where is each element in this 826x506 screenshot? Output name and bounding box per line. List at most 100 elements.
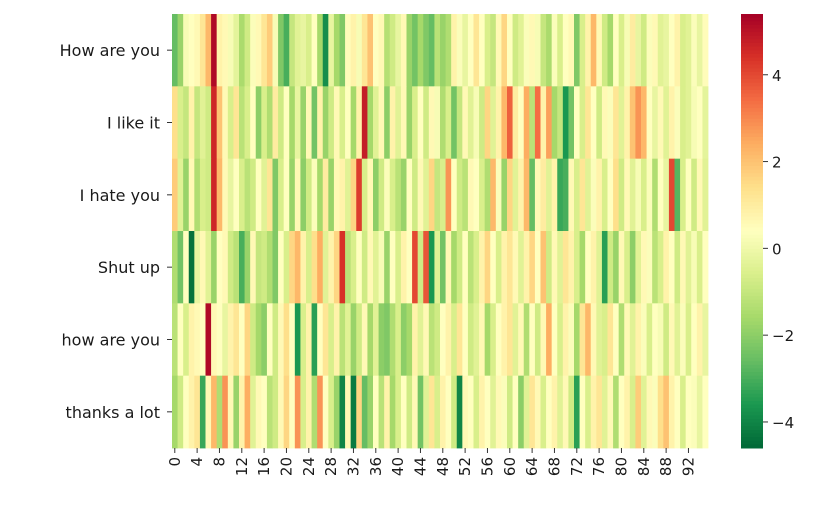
heatmap-cell — [328, 86, 335, 160]
heatmap-cell — [339, 158, 346, 232]
heatmap-cell — [702, 14, 709, 87]
heatmap-cell — [361, 231, 368, 304]
heatmap-cell — [395, 303, 402, 377]
heatmap-cell — [350, 14, 357, 87]
heatmap-cell — [685, 375, 692, 449]
heatmap-cell — [680, 86, 687, 160]
heatmap-cell — [562, 86, 569, 160]
x-tick-label: 88 — [657, 457, 675, 476]
colorbar — [741, 14, 763, 449]
heatmap-cell — [674, 14, 681, 87]
heatmap-cell — [674, 375, 681, 449]
heatmap-cell — [668, 231, 675, 304]
heatmap-cell — [272, 303, 279, 377]
heatmap-cell — [283, 303, 290, 377]
heatmap-cell — [216, 231, 223, 304]
heatmap-cell — [261, 86, 268, 160]
heatmap-cell — [668, 375, 675, 449]
heatmap-cell — [568, 375, 575, 449]
heatmap-cell — [529, 375, 536, 449]
heatmap-cell — [317, 158, 324, 232]
heatmap-cell — [691, 14, 698, 87]
heatmap-cell — [278, 158, 285, 232]
heatmap-cell — [467, 303, 474, 377]
heatmap-cell — [266, 231, 273, 304]
heatmap-cell — [255, 375, 262, 449]
colorbar-segment — [741, 202, 763, 207]
colorbar-segment — [741, 332, 763, 337]
heatmap-cell — [534, 158, 541, 232]
heatmap-cell — [641, 86, 647, 160]
colorbar-segment — [741, 227, 763, 232]
x-tick-label: 0 — [166, 457, 184, 467]
heatmap-cell — [618, 231, 625, 304]
heatmap-cell — [702, 303, 709, 377]
heatmap-cell — [635, 375, 642, 449]
x-tick-label: 72 — [568, 457, 586, 476]
heatmap-cell — [266, 158, 273, 232]
heatmap-cell — [322, 375, 329, 449]
heatmap-cell — [339, 14, 346, 87]
colorbar-tick-label: 4 — [772, 67, 782, 85]
heatmap-cell — [579, 86, 586, 160]
heatmap-cell — [523, 158, 530, 232]
heatmap-cell — [440, 158, 446, 232]
colorbar-segment — [741, 368, 763, 373]
heatmap-cell — [590, 158, 597, 232]
heatmap-cell — [451, 158, 458, 232]
heatmap-cell — [557, 375, 564, 449]
heatmap-cell — [680, 231, 687, 304]
heatmap-cell — [317, 375, 324, 449]
heatmap-cell — [177, 303, 184, 377]
heatmap-cell — [227, 158, 234, 232]
heatmap-cell — [557, 231, 564, 304]
heatmap-cell — [445, 375, 452, 449]
heatmap-cell — [440, 86, 446, 160]
heatmap-cell — [613, 231, 620, 304]
heatmap-cell — [691, 231, 698, 304]
heatmap-cell — [702, 375, 709, 449]
heatmap-cell — [244, 158, 251, 232]
heatmap-cell — [652, 303, 659, 377]
heatmap-cell — [188, 303, 195, 377]
heatmap-cell — [596, 231, 603, 304]
heatmap-cell — [512, 86, 519, 160]
heatmap-cell — [456, 375, 463, 449]
heatmap-cell — [378, 231, 385, 304]
heatmap-cell — [540, 231, 547, 304]
colorbar-segment — [741, 429, 763, 435]
heatmap-cell — [278, 14, 285, 87]
heatmap-cell — [328, 375, 335, 449]
heatmap-cell — [417, 231, 424, 304]
heatmap-cell — [239, 86, 245, 160]
heatmap-cell — [501, 158, 508, 232]
heatmap-cell — [194, 231, 201, 304]
colorbar-segment — [741, 223, 763, 228]
colorbar-segment — [741, 328, 763, 333]
colorbar-segment — [741, 86, 763, 91]
colorbar-segment — [741, 419, 763, 424]
heatmap-cell — [222, 231, 229, 304]
heatmap-cell — [607, 231, 614, 304]
heatmap-cell — [361, 86, 368, 160]
heatmap-cell — [333, 14, 340, 87]
heatmap-cell — [523, 231, 530, 304]
heatmap-cell — [177, 375, 184, 449]
heatmap-cell — [345, 158, 352, 232]
heatmap-cell — [440, 231, 446, 304]
heatmap-cell — [389, 14, 396, 87]
heatmap-cell — [395, 375, 402, 449]
colorbar-segment — [741, 234, 763, 239]
heatmap-cell — [389, 375, 396, 449]
heatmap-cell — [367, 14, 374, 87]
colorbar-segment — [741, 238, 763, 243]
heatmap-cell — [211, 158, 218, 232]
heatmap-cell — [216, 158, 223, 232]
colorbar-segment — [741, 285, 763, 290]
x-tick-label: 4 — [188, 457, 206, 467]
heatmap-cell — [266, 14, 273, 87]
heatmap-cell — [507, 86, 513, 160]
heatmap-cell — [222, 86, 229, 160]
heatmap-cell — [663, 14, 670, 87]
heatmap-cell — [255, 231, 262, 304]
